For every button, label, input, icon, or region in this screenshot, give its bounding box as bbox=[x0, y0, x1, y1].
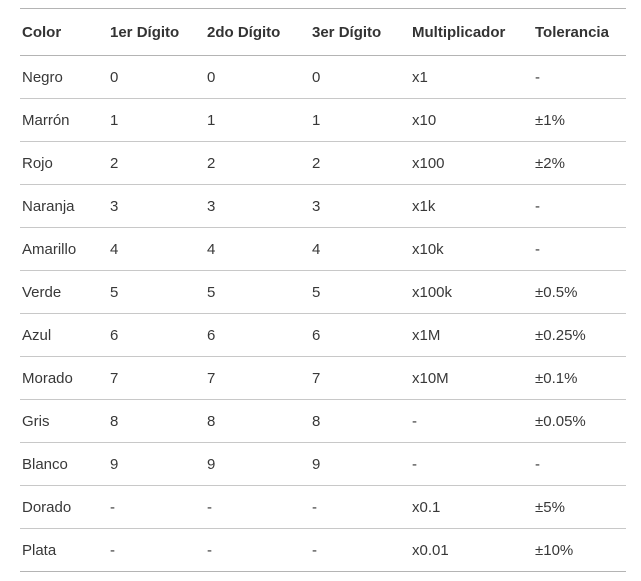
cell-first-digit: 2 bbox=[108, 141, 205, 185]
cell-multiplier: x10k bbox=[410, 227, 533, 271]
cell-multiplier: - bbox=[410, 399, 533, 443]
cell-first-digit: 6 bbox=[108, 313, 205, 357]
cell-color-name: Dorado bbox=[20, 485, 108, 529]
cell-second-digit: 0 bbox=[205, 55, 310, 99]
table-row-plata: Plata - - - x0.01 ±10% bbox=[20, 528, 626, 572]
cell-first-digit: 4 bbox=[108, 227, 205, 271]
cell-first-digit: 3 bbox=[108, 184, 205, 228]
table-row-azul: Azul 6 6 6 x1M ±0.25% bbox=[20, 313, 626, 357]
cell-second-digit: 8 bbox=[205, 399, 310, 443]
column-header-multiplier: Multiplicador bbox=[410, 8, 533, 56]
resistor-color-code-table-container: Color 1er Dígito 2do Dígito 3er Dígito M… bbox=[20, 8, 626, 572]
column-header-third-digit: 3er Dígito bbox=[310, 8, 410, 56]
resistor-color-code-table: Color 1er Dígito 2do Dígito 3er Dígito M… bbox=[20, 8, 626, 572]
header-row: Color 1er Dígito 2do Dígito 3er Dígito M… bbox=[20, 8, 626, 56]
column-header-first-digit: 1er Dígito bbox=[108, 8, 205, 56]
table-header: Color 1er Dígito 2do Dígito 3er Dígito M… bbox=[20, 8, 626, 56]
cell-multiplier: x1 bbox=[410, 55, 533, 99]
cell-color-name: Verde bbox=[20, 270, 108, 314]
column-header-color: Color bbox=[20, 8, 108, 56]
cell-color-name: Marrón bbox=[20, 98, 108, 142]
cell-color-name: Gris bbox=[20, 399, 108, 443]
cell-color-name: Plata bbox=[20, 528, 108, 572]
cell-first-digit: 0 bbox=[108, 55, 205, 99]
cell-second-digit: 3 bbox=[205, 184, 310, 228]
cell-multiplier: x10M bbox=[410, 356, 533, 400]
cell-third-digit: 8 bbox=[310, 399, 410, 443]
table-row-naranja: Naranja 3 3 3 x1k - bbox=[20, 184, 626, 228]
cell-third-digit: 2 bbox=[310, 141, 410, 185]
cell-multiplier: x10 bbox=[410, 98, 533, 142]
cell-first-digit: - bbox=[108, 528, 205, 572]
cell-third-digit: - bbox=[310, 485, 410, 529]
table-row-blanco: Blanco 9 9 9 - - bbox=[20, 442, 626, 486]
cell-tolerance: ±0.05% bbox=[533, 399, 626, 443]
cell-color-name: Amarillo bbox=[20, 227, 108, 271]
column-header-second-digit: 2do Dígito bbox=[205, 8, 310, 56]
cell-second-digit: 1 bbox=[205, 98, 310, 142]
cell-color-name: Blanco bbox=[20, 442, 108, 486]
cell-tolerance: ±1% bbox=[533, 98, 626, 142]
cell-second-digit: - bbox=[205, 485, 310, 529]
cell-multiplier: x1M bbox=[410, 313, 533, 357]
cell-second-digit: 4 bbox=[205, 227, 310, 271]
cell-multiplier: - bbox=[410, 442, 533, 486]
cell-multiplier: x100k bbox=[410, 270, 533, 314]
cell-tolerance: - bbox=[533, 227, 626, 271]
cell-tolerance: - bbox=[533, 184, 626, 228]
cell-second-digit: - bbox=[205, 528, 310, 572]
table-body: Negro 0 0 0 x1 - Marrón 1 1 1 x10 ±1% Ro… bbox=[20, 55, 626, 572]
cell-first-digit: - bbox=[108, 485, 205, 529]
cell-second-digit: 6 bbox=[205, 313, 310, 357]
table-row-negro: Negro 0 0 0 x1 - bbox=[20, 55, 626, 99]
cell-second-digit: 9 bbox=[205, 442, 310, 486]
table-row-morado: Morado 7 7 7 x10M ±0.1% bbox=[20, 356, 626, 400]
cell-tolerance: ±0.25% bbox=[533, 313, 626, 357]
cell-color-name: Naranja bbox=[20, 184, 108, 228]
cell-third-digit: 0 bbox=[310, 55, 410, 99]
cell-multiplier: x0.1 bbox=[410, 485, 533, 529]
cell-tolerance: - bbox=[533, 442, 626, 486]
cell-third-digit: 3 bbox=[310, 184, 410, 228]
cell-color-name: Negro bbox=[20, 55, 108, 99]
cell-tolerance: - bbox=[533, 55, 626, 99]
cell-color-name: Rojo bbox=[20, 141, 108, 185]
cell-color-name: Morado bbox=[20, 356, 108, 400]
table-row-verde: Verde 5 5 5 x100k ±0.5% bbox=[20, 270, 626, 314]
column-header-tolerance: Tolerancia bbox=[533, 8, 626, 56]
cell-third-digit: 9 bbox=[310, 442, 410, 486]
cell-third-digit: 6 bbox=[310, 313, 410, 357]
cell-tolerance: ±0.1% bbox=[533, 356, 626, 400]
cell-second-digit: 5 bbox=[205, 270, 310, 314]
table-row-amarillo: Amarillo 4 4 4 x10k - bbox=[20, 227, 626, 271]
table-row-dorado: Dorado - - - x0.1 ±5% bbox=[20, 485, 626, 529]
cell-third-digit: 5 bbox=[310, 270, 410, 314]
cell-first-digit: 9 bbox=[108, 442, 205, 486]
cell-third-digit: 4 bbox=[310, 227, 410, 271]
table-row-gris: Gris 8 8 8 - ±0.05% bbox=[20, 399, 626, 443]
cell-third-digit: 1 bbox=[310, 98, 410, 142]
cell-third-digit: - bbox=[310, 528, 410, 572]
cell-color-name: Azul bbox=[20, 313, 108, 357]
cell-tolerance: ±5% bbox=[533, 485, 626, 529]
cell-first-digit: 7 bbox=[108, 356, 205, 400]
cell-multiplier: x100 bbox=[410, 141, 533, 185]
cell-first-digit: 5 bbox=[108, 270, 205, 314]
cell-first-digit: 1 bbox=[108, 98, 205, 142]
cell-third-digit: 7 bbox=[310, 356, 410, 400]
cell-multiplier: x0.01 bbox=[410, 528, 533, 572]
cell-tolerance: ±10% bbox=[533, 528, 626, 572]
cell-multiplier: x1k bbox=[410, 184, 533, 228]
table-row-marron: Marrón 1 1 1 x10 ±1% bbox=[20, 98, 626, 142]
table-row-rojo: Rojo 2 2 2 x100 ±2% bbox=[20, 141, 626, 185]
cell-first-digit: 8 bbox=[108, 399, 205, 443]
cell-second-digit: 7 bbox=[205, 356, 310, 400]
cell-tolerance: ±2% bbox=[533, 141, 626, 185]
cell-second-digit: 2 bbox=[205, 141, 310, 185]
cell-tolerance: ±0.5% bbox=[533, 270, 626, 314]
